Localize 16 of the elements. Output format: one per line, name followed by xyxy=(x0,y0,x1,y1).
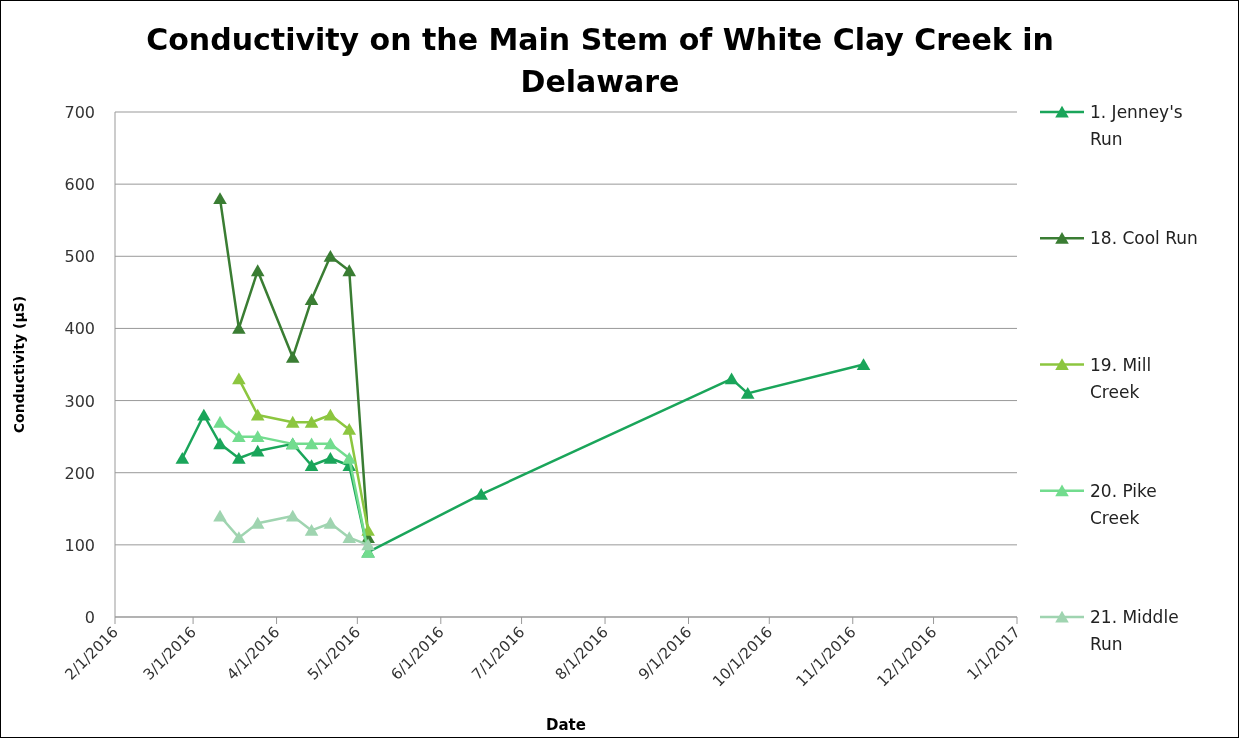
y-axis-title: Conductivity (µS) xyxy=(11,295,27,434)
y-tick-label: 300 xyxy=(64,391,95,411)
legend-label: 19. Mill Creek xyxy=(1090,354,1152,402)
y-tick-label: 700 xyxy=(64,103,95,122)
legend-label: 1. Jenney's Run xyxy=(1090,102,1183,149)
legend-label: 20. Pike Creek xyxy=(1090,480,1157,528)
y-tick-label: 400 xyxy=(64,319,95,339)
y-tick-label: 500 xyxy=(64,247,95,267)
y-tick-label: 0 xyxy=(84,608,95,627)
chart-title: Conductivity on the Main Stem of White Clay Creek in Delaware xyxy=(146,22,1054,99)
y-tick-label: 200 xyxy=(64,463,95,483)
x-axis-title: Date xyxy=(546,716,586,734)
y-tick-label: 100 xyxy=(64,535,95,555)
y-tick-label: 600 xyxy=(64,175,95,195)
legend-label: 21. Middle Run xyxy=(1090,607,1179,654)
legend-label: 18. Cool Run xyxy=(1090,228,1198,249)
